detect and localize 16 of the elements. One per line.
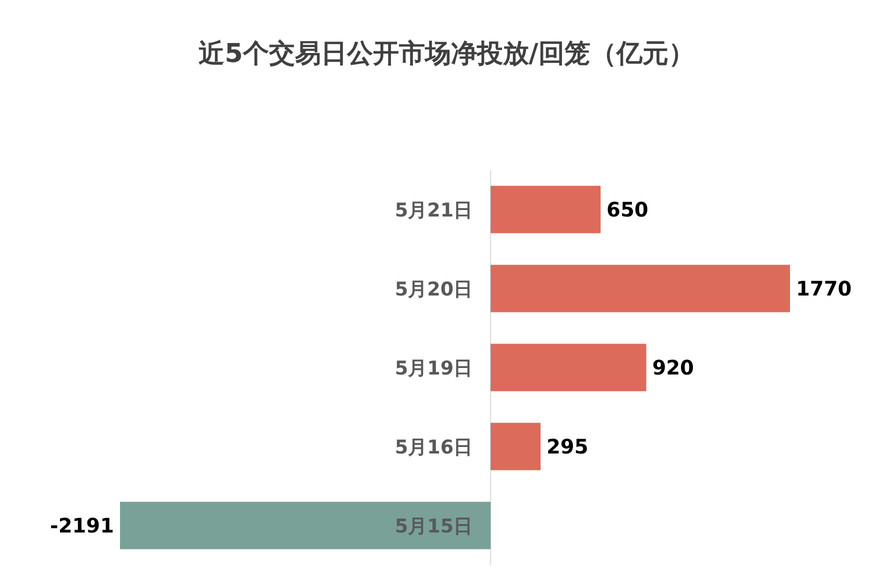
y-tick-label: 5月21日 (394, 200, 473, 222)
bar (490, 264, 790, 312)
y-tick-label: 5月16日 (394, 436, 473, 458)
bar (490, 344, 646, 392)
data-label: 295 (546, 434, 588, 458)
bar (490, 422, 541, 470)
data-label: 1770 (796, 276, 852, 300)
bar (490, 186, 601, 234)
y-tick-label: 5月15日 (394, 516, 473, 538)
bar (120, 502, 491, 550)
data-label: 920 (652, 356, 694, 380)
y-tick-label: 5月20日 (394, 278, 473, 300)
data-label: 650 (606, 198, 648, 222)
chart-title: 近5个交易日公开市场净投放/回笼（亿元） (198, 39, 694, 69)
data-label: -2191 (50, 514, 114, 538)
y-tick-label: 5月19日 (394, 358, 473, 380)
